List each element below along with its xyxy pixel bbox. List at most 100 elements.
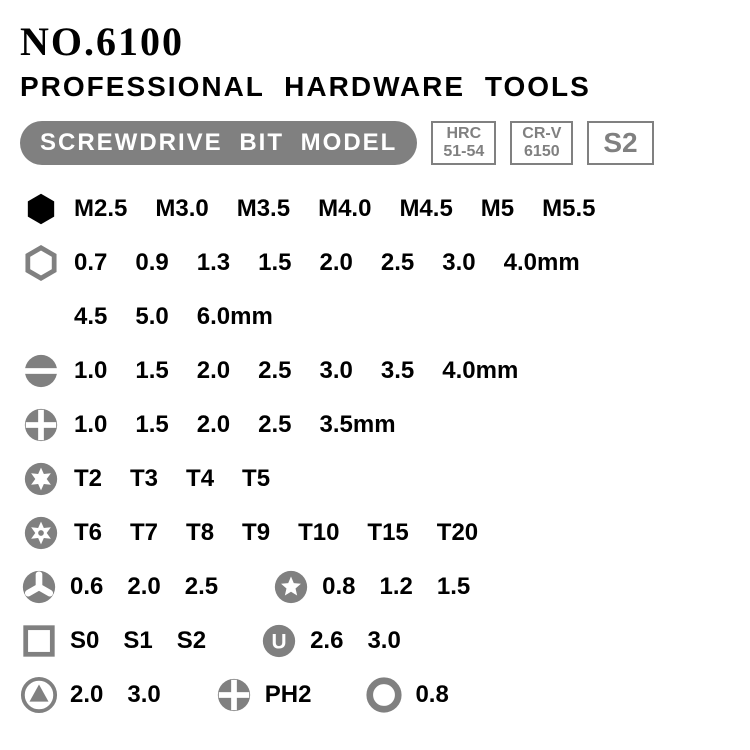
bit-value: 6.0mm: [197, 303, 273, 331]
bit-value: 1.2: [380, 573, 413, 601]
bit-value: T20: [437, 519, 478, 547]
bit-values: 0.7 0.9 1.3 1.5 2.0 2.5 3.0 4.0mm: [74, 249, 580, 277]
bit-value: T5: [242, 465, 270, 493]
bit-value: T4: [186, 465, 214, 493]
standoff-icon: [365, 676, 403, 714]
bit-row: 0.6 2.0 2.5 0.8 1.2 1.5: [20, 565, 730, 609]
bit-value: 2.0: [127, 573, 160, 601]
bit-value: T2: [74, 465, 102, 493]
bit-value: 2.0: [320, 249, 353, 277]
bit-value: 0.7: [74, 249, 107, 277]
phillips-gray-icon: [215, 676, 253, 714]
bit-value: M5.5: [542, 195, 595, 223]
bit-values: S0 S1 S2: [70, 627, 206, 655]
bit-value: 4.0mm: [504, 249, 580, 277]
spec-line: 6150: [524, 143, 560, 161]
bit-row: 0.7 0.9 1.3 1.5 2.0 2.5 3.0 4.0mm: [20, 241, 730, 285]
bit-value: 0.9: [135, 249, 168, 277]
bit-values: PH2: [265, 681, 312, 709]
bit-row: S0 S1 S2 U 2.63.0: [20, 619, 730, 663]
bit-value: T10: [298, 519, 339, 547]
bit-value: 3.5: [381, 357, 414, 385]
bit-row: 2.03.0 PH2 0.8: [20, 673, 730, 717]
bit-value: 3.0: [442, 249, 475, 277]
torx-security-icon: [20, 512, 62, 554]
bit-values: 2.63.0: [310, 627, 401, 655]
bit-values: 0.6 2.0 2.5: [70, 573, 218, 601]
bit-values: 2.03.0: [70, 681, 161, 709]
square-icon: [20, 622, 58, 660]
bit-value: 1.5: [135, 357, 168, 385]
bit-value: 2.5: [258, 411, 291, 439]
bit-row: 1.0 1.5 2.0 2.5 3.0 3.5 4.0mm: [20, 349, 730, 393]
bit-value: 3.0: [320, 357, 353, 385]
bit-row: M2.5M3.0M3.5M4.0M4.5M5M5.5: [20, 187, 730, 231]
bit-value: M5: [481, 195, 514, 223]
bit-value: PH2: [265, 681, 312, 709]
subtitle: PROFESSIONAL HARDWARE TOOLS: [20, 71, 730, 103]
header-row: SCREWDRIVE BIT MODEL HRC 51-54 CR-V 6150…: [20, 121, 730, 165]
bit-value: 2.0: [197, 411, 230, 439]
bit-value: 4.0mm: [442, 357, 518, 385]
spec-line: HRC: [446, 125, 481, 143]
bit-value: 1.0: [74, 411, 107, 439]
bit-value: 3.5mm: [320, 411, 396, 439]
bit-value: 2.6: [310, 627, 343, 655]
category-pill: SCREWDRIVE BIT MODEL: [20, 121, 417, 165]
bit-table: M2.5M3.0M3.5M4.0M4.5M5M5.50.70.91.31.52.…: [20, 187, 730, 717]
bit-value: 0.8: [415, 681, 448, 709]
svg-text:U: U: [272, 631, 287, 654]
bit-value: S2: [177, 627, 206, 655]
bit-value: 1.0: [74, 357, 107, 385]
triangle-icon: [20, 676, 58, 714]
bit-values: M2.5M3.0M3.5M4.0M4.5M5M5.5: [74, 195, 596, 223]
spanner-icon: U: [260, 622, 298, 660]
bit-value: M4.0: [318, 195, 371, 223]
bit-value: 1.5: [437, 573, 470, 601]
phillips-icon: [20, 404, 62, 446]
spec-s2: S2: [587, 121, 653, 165]
bit-value: 0.8: [322, 573, 355, 601]
bit-value: 2.0: [197, 357, 230, 385]
bit-value: M2.5: [74, 195, 127, 223]
hex-solid-icon: [20, 188, 62, 230]
bit-value: 1.5: [135, 411, 168, 439]
bit-value: 1.5: [258, 249, 291, 277]
slotted-icon: [20, 350, 62, 392]
bit-value: 4.5: [74, 303, 107, 331]
bit-row: 4.5 5.0 6.0mm: [20, 295, 730, 339]
spec-crv: CR-V 6150: [510, 121, 573, 165]
bit-value: M4.5: [399, 195, 452, 223]
hex-outline-icon: [20, 242, 62, 284]
bit-value: T9: [242, 519, 270, 547]
bit-value: S0: [70, 627, 99, 655]
bit-value: 2.5: [258, 357, 291, 385]
bit-values: 1.0 1.5 2.0 2.5 3.5mm: [74, 411, 396, 439]
bit-value: T7: [130, 519, 158, 547]
bit-value: S1: [123, 627, 152, 655]
bit-value: 5.0: [135, 303, 168, 331]
torx-icon: [20, 458, 62, 500]
bit-values: T2 T3 T4 T5: [74, 465, 270, 493]
bit-value: 1.3: [197, 249, 230, 277]
spec-line: CR-V: [522, 125, 561, 143]
bit-values: 0.8 1.2 1.5: [322, 573, 470, 601]
bit-value: T6: [74, 519, 102, 547]
triwing-icon: [20, 568, 58, 606]
bit-row: T6 T7 T8 T9 T10 T15 T20: [20, 511, 730, 555]
pentalobe-icon: [272, 568, 310, 606]
bit-values: 0.8: [415, 681, 448, 709]
bit-value: T8: [186, 519, 214, 547]
bit-value: 2.0: [70, 681, 103, 709]
bit-value: T15: [367, 519, 408, 547]
model-number: NO.6100: [20, 18, 730, 65]
spec-hrc: HRC 51-54: [431, 121, 496, 165]
bit-value: 2.5: [381, 249, 414, 277]
bit-value: 2.5: [185, 573, 218, 601]
bit-value: 0.6: [70, 573, 103, 601]
bit-row: 1.0 1.5 2.0 2.5 3.5mm: [20, 403, 730, 447]
bit-values: 1.0 1.5 2.0 2.5 3.0 3.5 4.0mm: [74, 357, 518, 385]
bit-value: M3.5: [237, 195, 290, 223]
bit-row: T2 T3 T4 T5: [20, 457, 730, 501]
bit-value: T3: [130, 465, 158, 493]
